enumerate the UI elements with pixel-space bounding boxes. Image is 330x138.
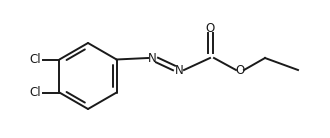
Text: O: O bbox=[235, 63, 245, 76]
Text: O: O bbox=[205, 22, 214, 34]
Text: N: N bbox=[175, 63, 183, 76]
Text: Cl: Cl bbox=[30, 53, 42, 66]
Text: Cl: Cl bbox=[30, 86, 42, 99]
Text: N: N bbox=[148, 51, 156, 64]
